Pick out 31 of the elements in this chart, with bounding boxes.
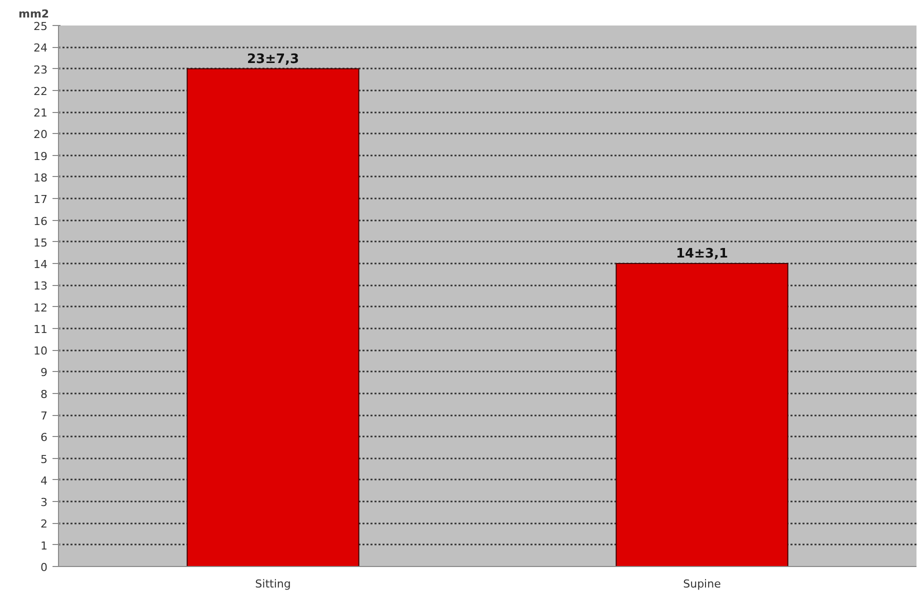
y-tick-label: 17	[34, 193, 48, 206]
y-tick-label: 1	[40, 539, 48, 552]
y-tick-label: 5	[40, 452, 48, 466]
y-tick-label: 24	[34, 42, 48, 55]
y-tick-label: 12	[34, 301, 48, 314]
y-tick-label: 25	[34, 20, 48, 33]
y-tick-label: 6	[40, 431, 48, 444]
y-tick-label: 21	[34, 106, 48, 120]
y-tick-label: 8	[40, 388, 48, 401]
y-axis-title: mm2	[18, 8, 50, 20]
y-tick-label: 10	[34, 344, 48, 358]
data-label: 23±7,3	[246, 52, 300, 67]
x-tick-label: Supine	[683, 578, 722, 590]
y-tick-label: 15	[34, 236, 48, 250]
y-tick-label: 9	[40, 366, 48, 380]
y-tick-label: 19	[34, 150, 48, 163]
y-tick-label: 13	[34, 280, 48, 293]
y-tick-label: 20	[34, 128, 48, 142]
y-tick-label: 2	[40, 518, 48, 531]
y-tick-label: 23	[34, 63, 48, 76]
y-tick-label: 22	[34, 84, 48, 98]
y-tick-label: 16	[34, 214, 48, 228]
data-label: 14±3,1	[676, 246, 728, 262]
y-tick-label: 0	[40, 561, 48, 574]
y-tick-label: 11	[34, 322, 48, 336]
y-tick-label: 4	[40, 474, 48, 488]
y-tick-label: 7	[40, 410, 48, 423]
y-tick-label: 14	[34, 258, 48, 272]
y-tick-label: 18	[34, 171, 48, 184]
x-tick-label: Sitting	[255, 578, 291, 590]
y-tick-label: 3	[40, 496, 48, 510]
